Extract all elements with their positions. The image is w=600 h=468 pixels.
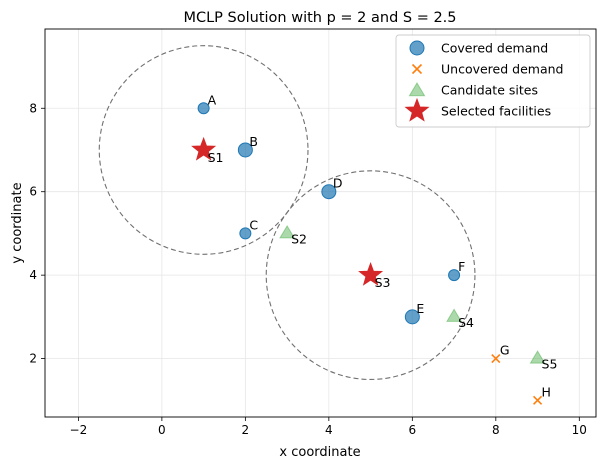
uncovered-demand-point xyxy=(491,354,501,364)
legend-box xyxy=(395,34,591,128)
candidate-site-label: S2 xyxy=(291,231,307,246)
demand-label: H xyxy=(542,384,551,399)
legend-label: Uncovered demand xyxy=(441,62,563,77)
x-tick-label: −2 xyxy=(70,423,88,437)
candidate-site-label: S5 xyxy=(542,357,558,372)
candidate-site-point xyxy=(446,308,463,322)
point-labels: S2 S4 S5 A B C D E F G H S1 S3 xyxy=(208,92,558,399)
demand-label: G xyxy=(500,343,510,358)
x-tick-label: 4 xyxy=(325,423,333,437)
y-tick-label: 2 xyxy=(29,352,37,366)
demand-label: B xyxy=(249,134,258,149)
x-tick-label: 10 xyxy=(572,423,587,437)
covered-demand-point xyxy=(197,102,210,115)
y-tick-label: 6 xyxy=(29,185,37,199)
plot-frame xyxy=(44,28,597,418)
y-tick-label: 4 xyxy=(29,268,37,282)
covered-demand-point xyxy=(239,227,252,240)
legend-uncovered-marker xyxy=(411,63,423,75)
covered-demand-point xyxy=(448,269,461,282)
x-tick-label: 2 xyxy=(242,423,250,437)
demand-label: F xyxy=(458,259,465,274)
coverage-circle xyxy=(265,170,476,381)
legend-label: Covered demand xyxy=(441,41,548,56)
y-axis-label: y coordinate xyxy=(10,182,25,263)
covered-demand-point xyxy=(321,184,337,200)
candidate-site-point xyxy=(529,350,546,364)
covered-demand-point xyxy=(237,142,253,158)
legend-label: Candidate sites xyxy=(441,83,538,98)
coverage-circles xyxy=(98,45,476,381)
covered-demand-point xyxy=(404,309,420,325)
y-tick-label: 8 xyxy=(29,101,37,115)
demand-label: E xyxy=(416,301,424,316)
facility-label: S3 xyxy=(375,275,391,290)
axis-ticks: −2 0 2 4 6 8 10 2 4 6 8 xyxy=(29,101,587,437)
x-tick-label: 8 xyxy=(492,423,500,437)
legend: Covered demand Uncovered demand Candidate … xyxy=(395,34,591,128)
demand-label: D xyxy=(333,176,343,191)
data-markers xyxy=(191,102,546,405)
x-axis-label: x coordinate xyxy=(279,445,360,460)
x-tick-label: 6 xyxy=(409,423,417,437)
facility-label: S1 xyxy=(208,150,224,165)
uncovered-demand-point xyxy=(532,395,543,405)
candidate-site-label: S4 xyxy=(458,315,474,330)
demand-label: C xyxy=(249,217,258,232)
coverage-circle xyxy=(98,45,309,255)
legend-label: Selected facilities xyxy=(441,104,551,119)
selected-facility-point xyxy=(191,136,217,161)
candidate-site-point xyxy=(279,224,296,239)
x-tick-label: 0 xyxy=(158,423,166,437)
legend-covered-marker xyxy=(409,40,425,56)
selected-facility-point xyxy=(358,261,384,286)
chart-title: MCLP Solution with p = 2 and S = 2.5 xyxy=(183,10,456,26)
legend-facility-marker xyxy=(404,97,430,122)
legend-candidate-marker xyxy=(408,82,426,97)
demand-label: A xyxy=(208,92,217,107)
